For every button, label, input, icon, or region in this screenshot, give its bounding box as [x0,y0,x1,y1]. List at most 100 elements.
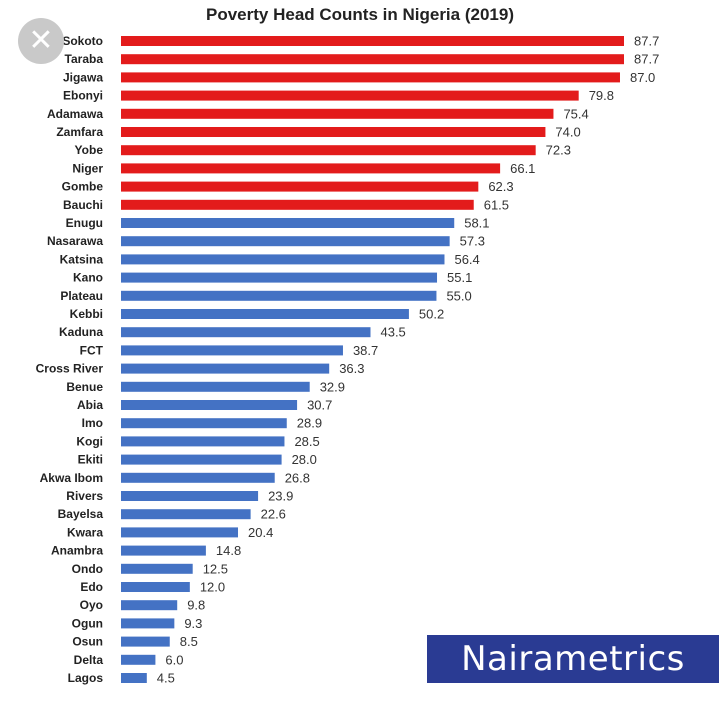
category-label: Zamfara [56,125,103,139]
bar [121,381,310,392]
bar [121,309,409,319]
category-label: Kaduna [59,325,103,339]
category-label: Delta [74,653,104,667]
bar [121,563,193,574]
bar [121,127,546,137]
value-label: 57.3 [460,234,485,249]
value-label: 12.5 [203,561,228,576]
value-label: 87.7 [634,34,659,49]
bar [121,400,298,410]
category-label: Ogun [72,616,103,630]
chart-title: Poverty Head Counts in Nigeria (2019) [206,5,514,24]
category-label: Gombe [62,180,104,194]
category-label: Kwara [67,525,103,539]
bar [121,290,437,301]
bar [121,527,239,538]
value-label: 75.4 [563,106,588,121]
value-label: 74.0 [555,125,580,140]
bar [121,636,170,647]
value-label: 55.0 [446,288,471,303]
value-label: 79.8 [589,88,614,103]
value-label: 14.8 [216,543,241,558]
bar [121,582,190,592]
category-label: Cross River [36,362,104,376]
category-label: Nasarawa [47,234,103,248]
value-label: 38.7 [353,343,378,358]
category-label: Katsina [60,252,104,266]
bar [121,218,455,228]
bar [121,54,624,65]
watermark-text: Nairametrics [461,639,685,679]
bar [121,472,275,483]
value-label: 61.5 [484,197,509,212]
category-label: Ondo [72,562,103,576]
nairametrics-watermark: Nairametrics [427,635,719,683]
value-label: 28.5 [294,434,319,449]
value-label: 72.3 [546,143,571,158]
category-label: Bayelsa [58,507,104,521]
value-label: 58.1 [464,216,489,231]
bar [121,236,450,247]
bar [121,272,438,283]
category-label: Abia [77,398,103,412]
bar [121,509,251,520]
value-label: 66.1 [510,161,535,176]
category-label: Jigawa [63,70,103,84]
bar [121,363,330,374]
category-label: Anambra [51,544,103,558]
value-label: 28.0 [292,452,317,467]
category-label: Kogi [76,434,103,448]
bar [121,163,501,174]
category-label: Akwa Ibom [40,471,103,485]
category-label: Ekiti [78,453,103,467]
category-label: Yobe [75,143,104,157]
close-button[interactable]: ✕ [18,18,64,64]
category-label: Imo [82,416,103,430]
category-label: Lagos [68,671,104,685]
bar [121,673,147,683]
bar [121,345,343,356]
category-label: Ebonyi [63,89,103,103]
value-label: 36.3 [339,361,364,376]
value-label: 28.9 [297,416,322,431]
category-label: FCT [80,343,104,357]
category-label: Kano [73,271,103,285]
bar [121,108,554,119]
value-label: 20.4 [248,525,273,540]
value-label: 87.7 [634,52,659,67]
value-label: 56.4 [454,252,479,267]
bar [121,654,156,665]
category-label: Taraba [65,52,104,66]
bar [121,436,285,447]
value-label: 50.2 [419,307,444,322]
bar [121,72,620,83]
value-label: 87.0 [630,70,655,85]
value-label: 26.8 [285,470,310,485]
bar [121,491,259,501]
bar [121,254,445,265]
category-label: Adamawa [47,107,103,121]
value-label: 9.3 [184,616,202,631]
value-label: 23.9 [268,489,293,504]
bar [121,618,175,629]
category-label: Kebbi [70,307,103,321]
close-icon: ✕ [28,23,54,58]
category-label: Benue [66,380,103,394]
bar [121,181,479,192]
value-label: 55.1 [447,270,472,285]
category-label: Rivers [66,489,103,503]
value-label: 9.8 [187,598,205,613]
value-label: 62.3 [488,179,513,194]
category-label: Enugu [66,216,103,230]
category-label: Plateau [60,289,103,303]
category-label: Niger [72,161,103,175]
bar [121,600,178,611]
bar [121,418,287,429]
category-label: Osun [72,635,103,649]
bar [121,199,474,210]
bar [121,327,371,338]
value-label: 22.6 [261,507,286,522]
category-label: Edo [80,580,103,594]
value-label: 6.0 [165,652,183,667]
